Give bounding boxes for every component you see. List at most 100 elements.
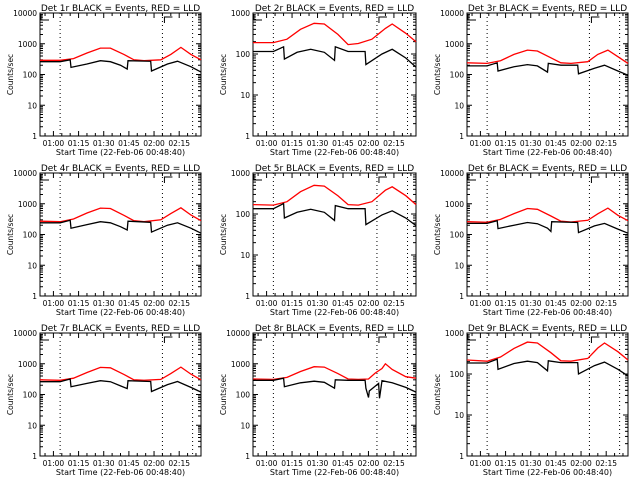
y-tick-label: 10 xyxy=(27,421,37,430)
y-tick-label: 10000 xyxy=(440,169,464,178)
series-lld-line xyxy=(252,362,417,381)
x-tick-label: 01:00 xyxy=(43,299,65,308)
bracket-marker xyxy=(378,176,387,183)
x-tick-label: 02:15 xyxy=(383,299,405,308)
chart-title: Det 8r BLACK = Events, RED = LLD xyxy=(255,324,414,334)
plot-frame xyxy=(466,332,629,457)
x-tick-label: 01:00 xyxy=(256,139,278,148)
y-tick-label: 1 xyxy=(32,452,37,461)
y-tick-label: 10000 xyxy=(13,9,37,18)
y-tick-label: 100 xyxy=(450,231,465,240)
series-events-line xyxy=(40,219,202,234)
y-tick-label: 10000 xyxy=(226,329,250,338)
x-tick-label: 02:00 xyxy=(570,459,592,468)
y-tick-label: 100 xyxy=(236,210,251,219)
chart-title: Det 5r BLACK = Events, RED = LLD xyxy=(255,164,414,174)
x-tick-label: 01:45 xyxy=(118,299,140,308)
plot-frame xyxy=(252,332,417,457)
x-tick-label: 01:00 xyxy=(470,139,492,148)
x-tick-label: 02:15 xyxy=(383,139,405,148)
bracket-marker xyxy=(467,334,476,341)
y-tick-label: 10 xyxy=(454,411,464,420)
x-tick-label: 02:15 xyxy=(595,139,617,148)
x-tick-label: 01:15 xyxy=(281,459,303,468)
bracket-marker xyxy=(253,14,262,21)
bracket-marker xyxy=(40,334,49,341)
x-tick-label: 01:00 xyxy=(256,299,278,308)
y-tick-label: 10 xyxy=(454,101,464,110)
y-tick-label: 100 xyxy=(23,71,38,80)
y-tick-label: 10000 xyxy=(440,9,464,18)
y-tick-label: 100 xyxy=(23,231,38,240)
x-tick-label: 02:00 xyxy=(143,459,165,468)
series-lld-line xyxy=(466,207,629,223)
x-tick-label: 02:15 xyxy=(168,299,190,308)
series-events-line xyxy=(40,59,202,73)
x-tick-label: 02:00 xyxy=(570,139,592,148)
x-axis-label: Start Time (22-Feb-06 00:48:40) xyxy=(56,468,185,477)
series-lld-line xyxy=(466,341,629,362)
y-axis-label: Counts/sec xyxy=(219,54,228,95)
y-axis-label: Counts/sec xyxy=(433,214,442,255)
chart-title: Det 7r BLACK = Events, RED = LLD xyxy=(41,324,200,334)
y-tick-label: 100 xyxy=(23,391,38,400)
panel-det-8: Det 8r BLACK = Events, RED = LLD 1 10 100 10… xyxy=(219,324,417,477)
y-tick-label: 10000 xyxy=(13,329,37,338)
y-tick-label: 10 xyxy=(240,421,250,430)
bracket-marker xyxy=(163,336,173,343)
x-tick-label: 01:00 xyxy=(470,299,492,308)
y-tick-label: 1000 xyxy=(18,360,37,369)
chart-title: Det 2r BLACK = Events, RED = LLD xyxy=(255,4,414,14)
plot-frame xyxy=(39,12,202,137)
x-axis-label: Start Time (22-Feb-06 00:48:40) xyxy=(56,308,185,317)
x-tick-label: 01:30 xyxy=(93,139,115,148)
series-lld-line xyxy=(466,49,629,65)
chart-title: Det 1r BLACK = Events, RED = LLD xyxy=(41,4,200,14)
panel-det-9: Det 9r BLACK = Events, RED = LLD 1 10 100 10… xyxy=(433,324,629,477)
y-axis-label: Counts/sec xyxy=(219,214,228,255)
x-tick-label: 02:15 xyxy=(168,139,190,148)
y-tick-label: 1000 xyxy=(445,329,464,338)
y-axis-label: Counts/sec xyxy=(6,54,15,95)
x-tick-label: 02:15 xyxy=(595,299,617,308)
plot-frame xyxy=(39,172,202,297)
plot-frame xyxy=(252,172,417,297)
y-tick-label: 1000 xyxy=(231,360,250,369)
y-tick-label: 1000 xyxy=(18,40,37,49)
x-tick-label: 01:15 xyxy=(495,299,517,308)
bracket-marker xyxy=(378,16,387,23)
x-tick-label: 01:30 xyxy=(520,299,542,308)
x-tick-label: 01:30 xyxy=(307,459,329,468)
x-tick-label: 01:30 xyxy=(93,459,115,468)
series-events-line xyxy=(253,45,417,68)
chart-title: Det 6r BLACK = Events, RED = LLD xyxy=(468,164,627,174)
chart-title: Det 3r BLACK = Events, RED = LLD xyxy=(468,4,627,14)
x-axis-label: Start Time (22-Feb-06 00:48:40) xyxy=(270,468,399,477)
x-tick-label: 01:15 xyxy=(281,139,303,148)
chart-title: Det 4r BLACK = Events, RED = LLD xyxy=(41,164,200,174)
y-tick-label: 1000 xyxy=(445,40,464,49)
y-axis-label: Counts/sec xyxy=(6,374,15,415)
panel-det-1: Det 1r BLACK = Events, RED = LLD 1 10 100 10… xyxy=(6,4,202,157)
series-lld-line xyxy=(39,366,202,381)
y-tick-label: 10 xyxy=(240,91,250,100)
chart-title: Det 9r BLACK = Events, RED = LLD xyxy=(468,324,627,334)
y-tick-label: 1000 xyxy=(231,9,250,18)
y-tick-label: 1 xyxy=(32,132,37,141)
x-tick-label: 01:30 xyxy=(307,139,329,148)
x-axis-label: Start Time (22-Feb-06 00:48:40) xyxy=(270,148,399,157)
plot-frame xyxy=(466,12,629,137)
x-tick-label: 01:30 xyxy=(520,459,542,468)
x-tick-label: 01:15 xyxy=(68,139,90,148)
y-tick-label: 10 xyxy=(240,251,250,260)
series-events-line xyxy=(253,202,417,227)
y-axis-label: Counts/sec xyxy=(6,214,15,255)
y-tick-label: 1 xyxy=(459,452,464,461)
x-tick-label: 02:15 xyxy=(168,459,190,468)
x-tick-label: 01:45 xyxy=(118,139,140,148)
bracket-marker xyxy=(163,16,173,23)
x-tick-label: 01:30 xyxy=(93,299,115,308)
bracket-marker xyxy=(40,14,49,21)
x-axis-label: Start Time (22-Feb-06 00:48:40) xyxy=(483,468,612,477)
